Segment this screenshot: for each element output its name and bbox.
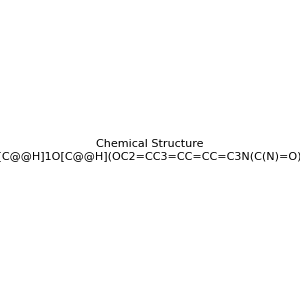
Text: Chemical Structure
OC(=O)[C@@H]1O[C@@H](OC2=CC3=CC=CC=C3N(C(N)=O)C4=C...: Chemical Structure OC(=O)[C@@H]1O[C@@H](… bbox=[0, 139, 300, 161]
